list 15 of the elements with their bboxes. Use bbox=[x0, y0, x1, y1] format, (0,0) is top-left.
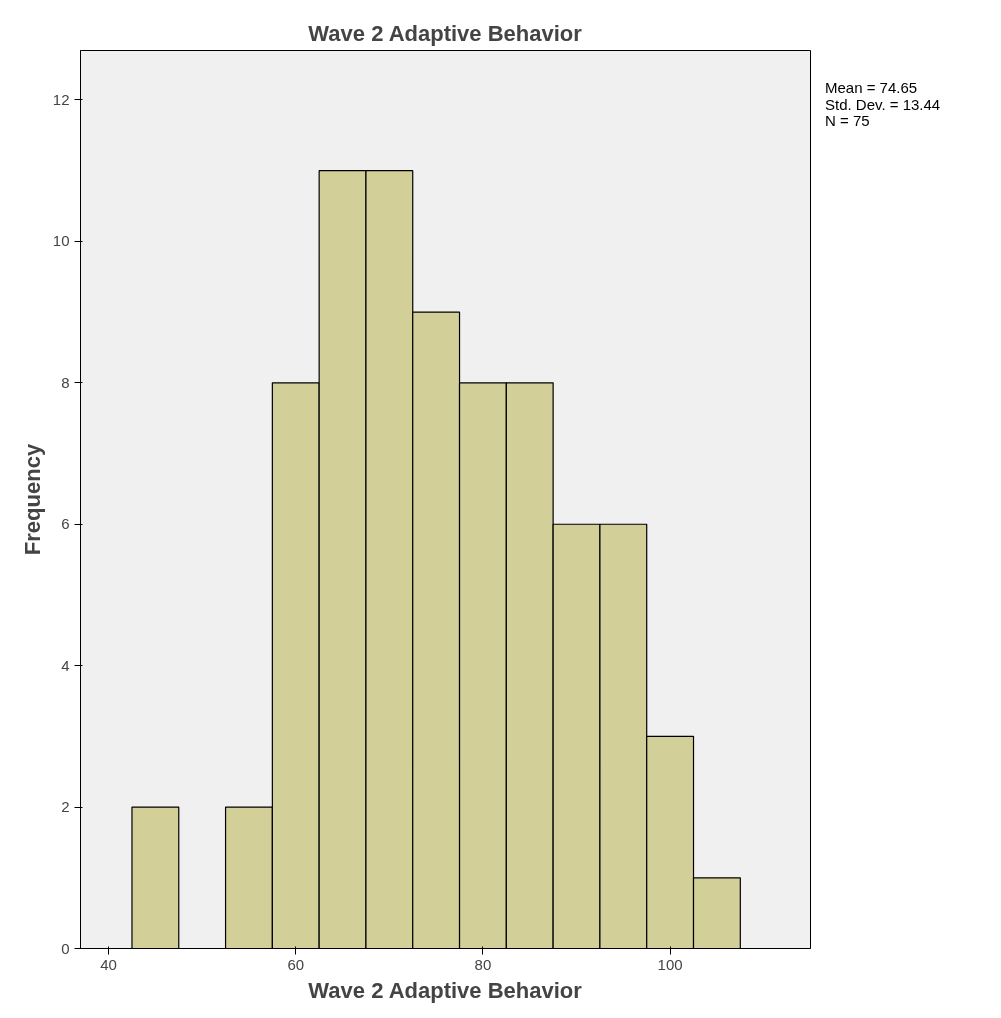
chart-title: Wave 2 Adaptive Behavior bbox=[308, 20, 583, 46]
y-axis-title: Frequency bbox=[19, 443, 45, 556]
y-tick-label: 6 bbox=[61, 515, 70, 533]
y-tick-label: 12 bbox=[52, 91, 70, 108]
y-tick-label: 4 bbox=[61, 656, 70, 674]
y-tick-label: 2 bbox=[61, 798, 70, 816]
x-tick-label: 80 bbox=[474, 955, 492, 973]
x-tick-label: 60 bbox=[287, 955, 305, 973]
text: Mean = 74.65 Std. Dev. = 13.44 N = 75 bbox=[825, 79, 941, 130]
x-tick-label: 40 bbox=[100, 955, 117, 973]
y-tick-label: 0 bbox=[61, 939, 70, 957]
y-tick-label: 10 bbox=[52, 232, 70, 250]
x-axis-title: Wave 2 Adaptive Behavior bbox=[308, 977, 583, 1003]
y-tick-label: 8 bbox=[61, 373, 70, 391]
x-tick-label: 100 bbox=[657, 955, 683, 973]
